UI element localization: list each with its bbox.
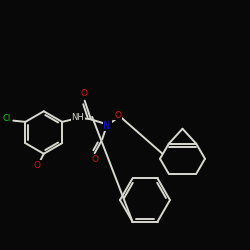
Text: O: O <box>80 89 87 98</box>
Text: N: N <box>104 121 111 130</box>
Text: NH: NH <box>71 113 84 122</box>
Text: O: O <box>34 160 41 170</box>
Text: O: O <box>114 110 121 120</box>
Text: Cl: Cl <box>2 114 11 122</box>
Text: O: O <box>92 155 99 164</box>
